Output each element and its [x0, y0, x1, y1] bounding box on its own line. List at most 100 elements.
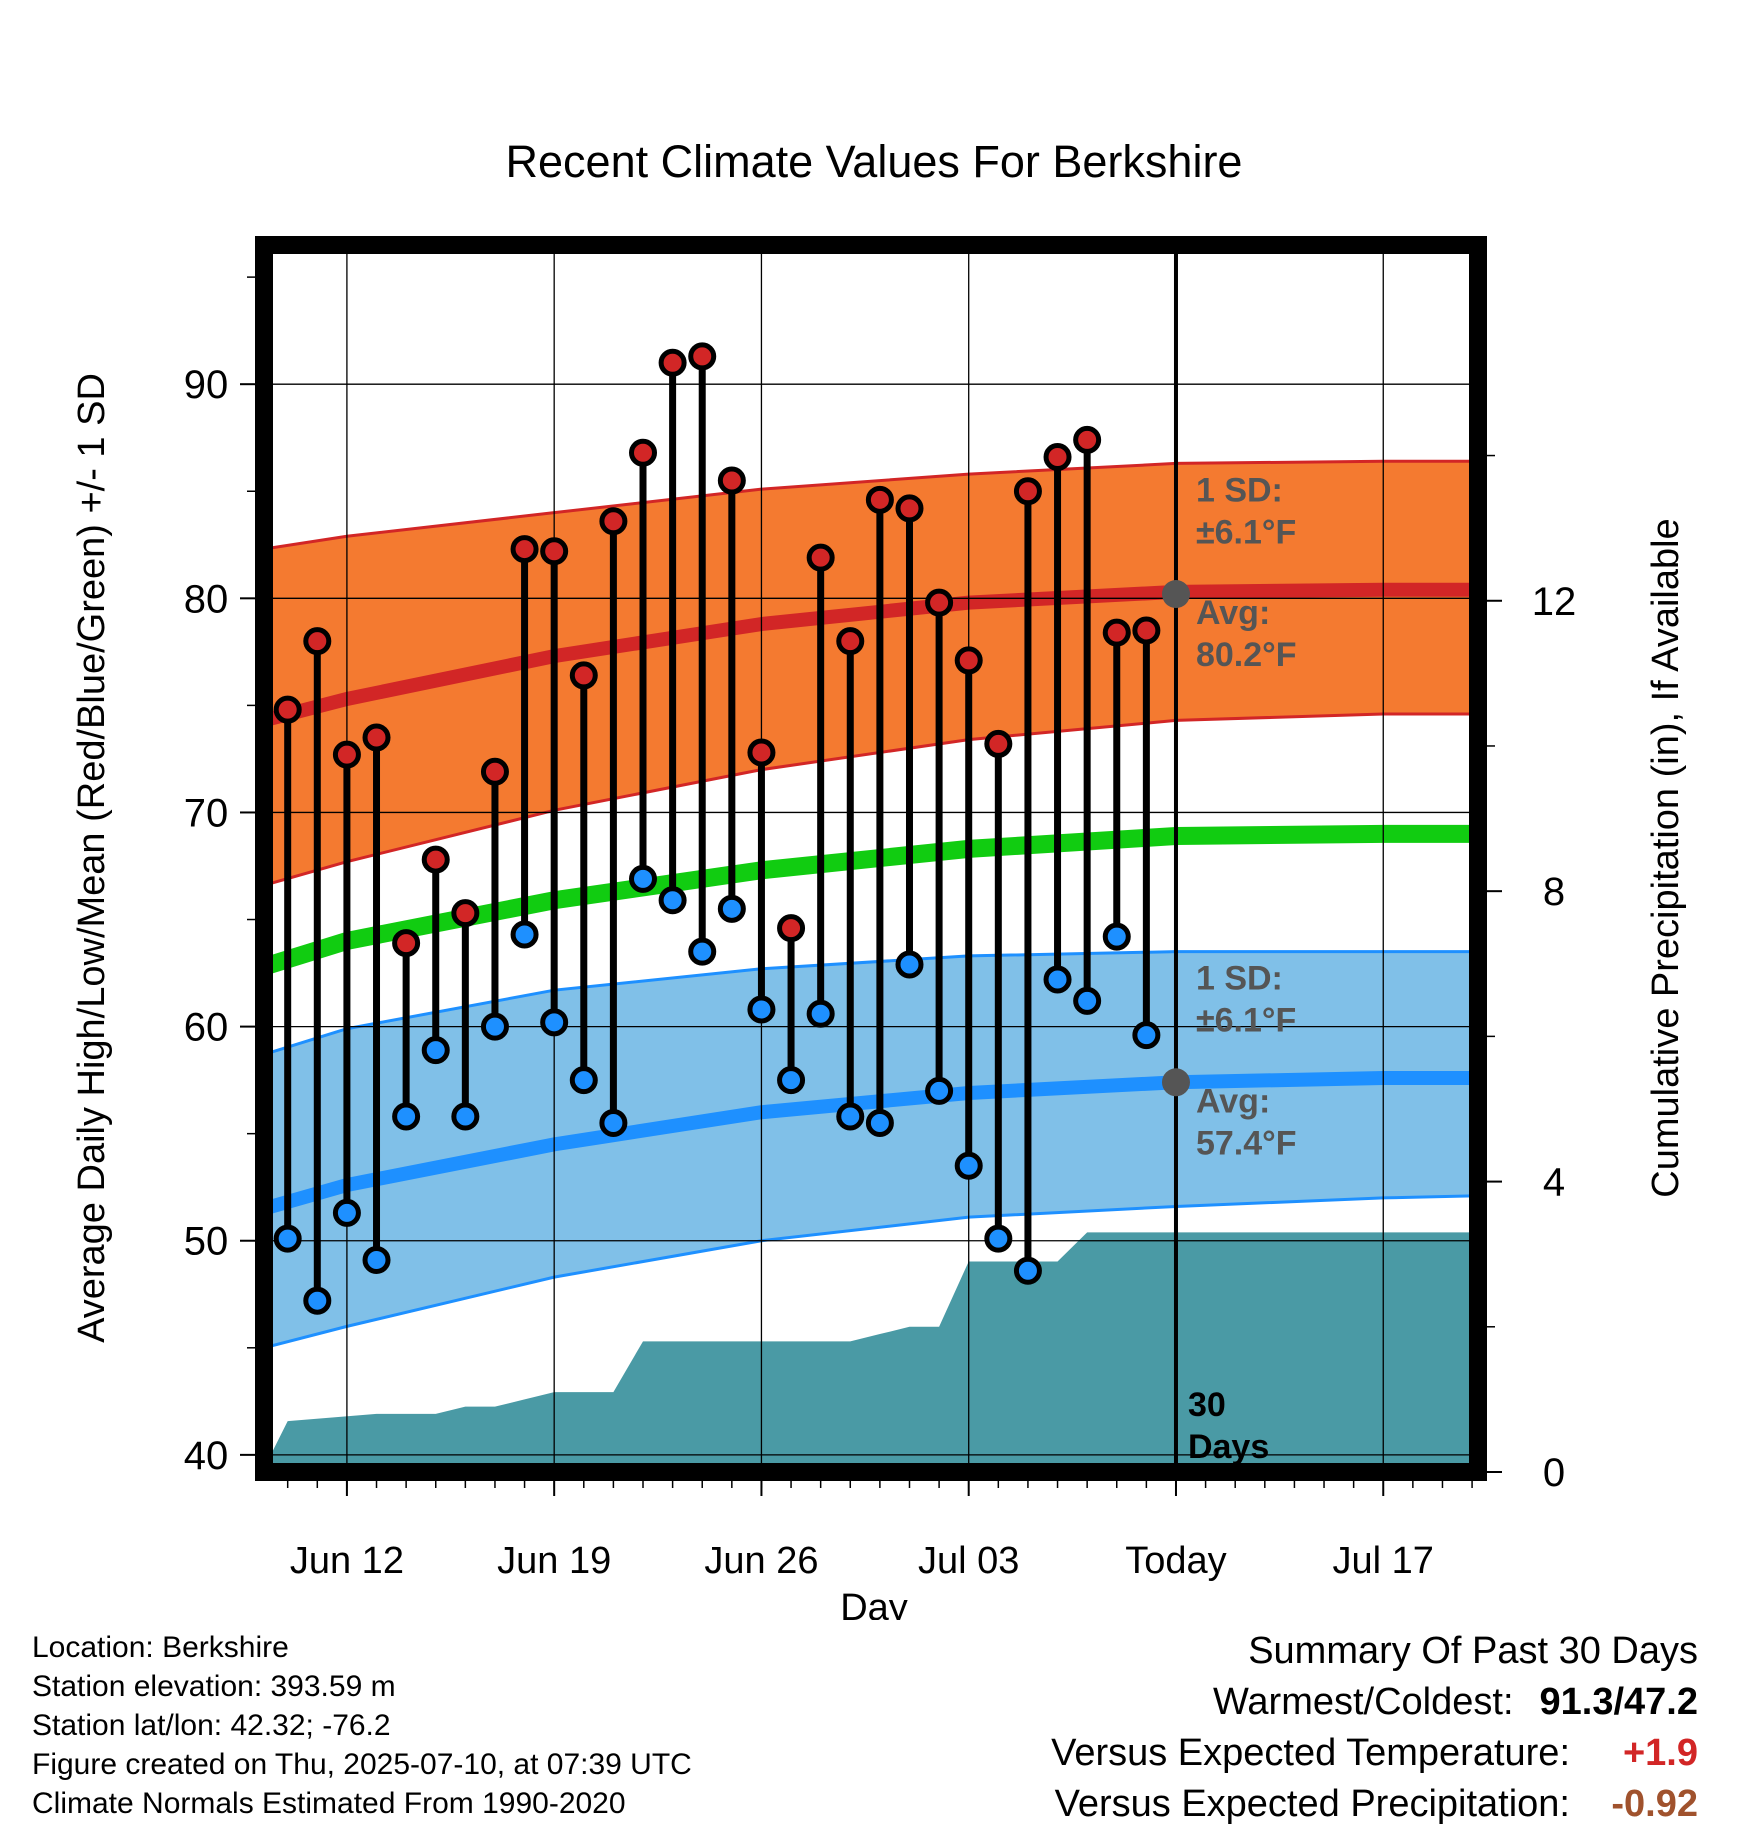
daily-high-point	[954, 646, 983, 675]
daily-low-point	[451, 1102, 480, 1131]
daily-high-point	[658, 348, 687, 377]
temp-label: Versus Expected Temperature:	[1051, 1732, 1570, 1774]
daily-low-point	[658, 886, 687, 915]
daily-low-point	[303, 1286, 332, 1315]
high-sd-lower-line	[264, 712, 1478, 887]
y-tick-label: 80	[184, 577, 229, 621]
daily-high-point	[332, 740, 361, 769]
y2-tick-label: 8	[1543, 870, 1565, 914]
daily-low-point	[925, 1076, 954, 1105]
daily-low-point	[865, 1108, 894, 1137]
daily-low-point	[1073, 986, 1102, 1015]
low-sd-lower-line	[264, 1194, 1478, 1350]
daily-low-point	[362, 1246, 391, 1275]
daily-low-point	[392, 1102, 421, 1131]
plot-frame	[255, 236, 1487, 1481]
low-sd-annotation-line2: ±6.1°F	[1196, 1002, 1296, 1040]
high-avg-line	[264, 582, 1478, 728]
x-tick-label: Jun 26	[704, 1540, 818, 1582]
temp-value: +1.9	[1622, 1732, 1698, 1774]
daily-low-point	[421, 1036, 450, 1065]
y2-tick-label: 4	[1543, 1161, 1565, 1205]
plot-area: 1 SD: ±6.1°F Avg: 80.2°F 1 SD: ±6.1°F Avg: 57.4…	[184, 236, 1576, 1582]
daily-low-point	[629, 864, 658, 893]
low-sd-upper-line	[264, 950, 1478, 1056]
x-tick-label: Jun 12	[290, 1540, 404, 1582]
daily-high-point	[865, 485, 894, 514]
high-avg-annotation-line2: 80.2°F	[1196, 636, 1297, 674]
daily-low-point	[688, 937, 717, 966]
latlon-text: Station lat/lon: 42.32; -76.2	[32, 1709, 391, 1742]
high-avg-annotation-line1: Avg:	[1196, 594, 1270, 632]
daily-high-point	[421, 845, 450, 874]
daily-low-point	[569, 1066, 598, 1095]
summary-temp: Versus Expected Temperature: +1.9	[1051, 1728, 1698, 1779]
daily-high-point	[747, 738, 776, 767]
daily-high-point	[1073, 425, 1102, 454]
high-sd-upper-line	[264, 459, 1478, 551]
x-tick-label: Jul 17	[1333, 1540, 1434, 1582]
daily-high-point	[540, 537, 569, 566]
mean-avg-line	[264, 824, 1478, 976]
x-axis-label: Day	[840, 1587, 908, 1620]
low-avg-line	[264, 1070, 1478, 1216]
daily-low-point	[717, 894, 746, 923]
daily-high-point	[1043, 442, 1072, 471]
daily-low-point	[599, 1108, 628, 1137]
x-tick-label: Jun 19	[497, 1540, 611, 1582]
daily-high-point	[1102, 618, 1131, 647]
daily-high-point	[362, 723, 391, 752]
daily-low-point	[954, 1151, 983, 1180]
x-tick-label: Jul 03	[918, 1540, 1019, 1582]
low-avg-annotation-line2: 57.4°F	[1196, 1124, 1297, 1162]
station-info: Location: Berkshire Station elevation: 3…	[32, 1628, 692, 1823]
daily-high-point	[510, 535, 539, 564]
y-axis-label: Average Daily High/Low/Mean (Red/Blue/Gr…	[71, 373, 113, 1343]
daily-high-point	[1132, 616, 1161, 645]
precip-value: -0.92	[1611, 1783, 1698, 1825]
daily-high-point	[777, 914, 806, 943]
elevation-text: Station elevation: 393.59 m	[32, 1670, 396, 1703]
high-sd-annotation-line2: ±6.1°F	[1196, 513, 1296, 551]
low-sd-annotation-line1: 1 SD:	[1196, 960, 1283, 998]
daily-high-point	[836, 627, 865, 656]
daily-high-point	[925, 588, 954, 617]
daily-high-point	[599, 507, 628, 536]
y-tick-label: 70	[184, 791, 229, 835]
daily-low-point	[806, 999, 835, 1028]
summary-warm-cold: Warmest/Coldest: 91.3/47.2	[1051, 1677, 1698, 1728]
daily-high-point	[303, 627, 332, 656]
warm-cold-label: Warmest/Coldest:	[1212, 1681, 1514, 1723]
daily-high-point	[895, 494, 924, 523]
low-avg-annotation-line1: Avg:	[1196, 1082, 1270, 1120]
location-text: Location: Berkshire	[32, 1631, 289, 1664]
daily-high-point	[806, 543, 835, 572]
daily-high-point	[480, 757, 509, 786]
daily-high-point	[717, 466, 746, 495]
normals-text: Climate Normals Estimated From 1990-2020	[32, 1787, 626, 1820]
x-tick-label: Today	[1125, 1540, 1226, 1582]
daily-low-point	[984, 1224, 1013, 1253]
daily-high-point	[273, 695, 302, 724]
summary-precip: Versus Expected Precipitation: -0.92	[1051, 1779, 1698, 1830]
today-low-avg-dot	[1161, 1068, 1190, 1097]
daily-high-point	[984, 729, 1013, 758]
today-high-avg-dot	[1161, 580, 1190, 609]
daily-low-point	[273, 1224, 302, 1253]
daily-low-point	[332, 1198, 361, 1227]
today-days-label-line2: Days	[1188, 1428, 1269, 1466]
summary-title: Summary Of Past 30 Days	[1248, 1630, 1698, 1672]
daily-high-point	[629, 438, 658, 467]
today-days-label-line1: 30	[1188, 1386, 1226, 1424]
created-text: Figure created on Thu, 2025-07-10, at 07…	[32, 1748, 692, 1781]
chart-title: Recent Climate Values For Berkshire	[506, 136, 1243, 187]
daily-low-point	[747, 995, 776, 1024]
daily-low-point	[540, 1008, 569, 1037]
daily-low-point	[777, 1066, 806, 1095]
high-sd-annotation-line1: 1 SD:	[1196, 471, 1283, 509]
daily-low-point	[510, 920, 539, 949]
summary-panel: Summary Of Past 30 Days Warmest/Coldest:…	[1051, 1626, 1698, 1830]
daily-high-point	[688, 342, 717, 371]
precip-label: Versus Expected Precipitation:	[1054, 1783, 1570, 1825]
daily-high-point	[392, 929, 421, 958]
